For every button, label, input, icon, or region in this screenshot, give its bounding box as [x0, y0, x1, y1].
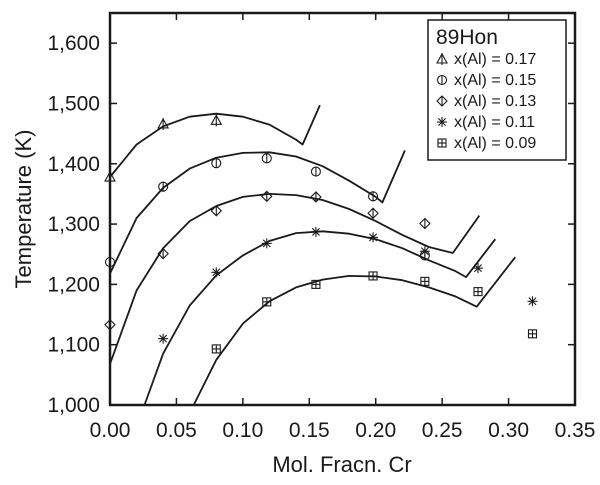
legend-marker — [436, 95, 448, 107]
y-tick-label: 1,200 — [47, 273, 100, 296]
data-point — [157, 117, 170, 130]
data-point — [368, 191, 379, 202]
x-tick-labels: 0.00 0.05 0.10 0.15 0.20 0.25 0.30 0.35 — [90, 419, 596, 442]
legend-box — [427, 19, 567, 161]
data-point — [157, 247, 169, 260]
legend-marker — [437, 117, 447, 127]
x-tick-label: 0.20 — [355, 419, 396, 442]
y-tick-label: 1,100 — [47, 334, 100, 357]
data-point — [158, 181, 169, 192]
legend-marker — [436, 74, 448, 86]
marker-stroke — [311, 227, 320, 236]
fit-curve — [109, 104, 321, 178]
marker-stroke — [212, 268, 221, 277]
marker-stroke — [474, 264, 483, 273]
data-point — [419, 217, 431, 230]
data-point — [260, 190, 273, 203]
data-point — [310, 166, 321, 177]
data-point — [527, 296, 538, 307]
data-point — [261, 153, 272, 164]
plot-frame — [108, 11, 577, 407]
legend-entry: x(Al) = 0.09 — [454, 135, 536, 152]
y-tick-label: 1,300 — [47, 213, 100, 236]
fit-curve — [143, 230, 497, 406]
legend-marker — [436, 52, 448, 65]
data-point — [310, 226, 321, 237]
y-tick-labels: 1,000 1,100 1,200 1,300 1,400 1,500 1,600 — [47, 32, 100, 417]
axis-ticks — [109, 13, 576, 406]
data-point — [473, 263, 484, 274]
y-tick-label: 1,600 — [47, 32, 100, 55]
data-point — [419, 246, 430, 257]
fit-curve — [109, 150, 406, 274]
legend-entry: x(Al) = 0.17 — [454, 51, 536, 68]
data-point — [473, 287, 483, 297]
fit-curve — [192, 256, 516, 406]
marker-stroke — [420, 247, 429, 256]
legend-entry: x(Al) = 0.11 — [454, 114, 535, 131]
y-tick-label: 1,400 — [47, 153, 100, 176]
data-point — [368, 271, 378, 281]
data-markers — [104, 114, 538, 354]
data-point — [158, 333, 169, 344]
data-point — [211, 267, 222, 278]
data-point — [104, 319, 116, 331]
x-tick-label: 0.35 — [555, 419, 596, 442]
x-tick-label: 0.10 — [222, 419, 263, 442]
marker-stroke — [262, 239, 271, 248]
data-point — [210, 205, 223, 217]
x-tick-label: 0.30 — [488, 419, 529, 442]
y-tick-label: 1,000 — [47, 394, 100, 417]
x-tick-label: 0.15 — [289, 419, 330, 442]
data-point — [104, 170, 116, 184]
legend: 89Hon x(Al) = 0.17 x(Al) = 0.15 x(Al) = 0.… — [427, 19, 567, 161]
marker-stroke — [528, 297, 537, 306]
data-point — [527, 329, 538, 339]
legend-marker — [437, 138, 447, 148]
x-tick-label: 0.25 — [422, 419, 463, 442]
data-point — [420, 276, 430, 286]
data-point — [211, 344, 221, 354]
data-point — [311, 279, 321, 289]
legend-entry: x(Al) = 0.15 — [454, 72, 536, 89]
y-axis-label: Temperature (K) — [11, 130, 36, 289]
fit-curve — [109, 192, 481, 365]
legend-entry: x(Al) = 0.13 — [454, 93, 536, 110]
data-point — [210, 114, 223, 127]
marker-stroke — [438, 118, 446, 126]
data-point — [367, 207, 379, 219]
data-point — [211, 158, 222, 169]
data-point — [368, 232, 379, 243]
x-tick-label: 0.00 — [90, 419, 131, 442]
marker-stroke — [159, 334, 168, 343]
x-axis-label: Mol. Fracn. Cr — [272, 452, 411, 477]
data-point — [104, 257, 116, 268]
marker-stroke — [369, 233, 378, 242]
legend-title: 89Hon — [436, 26, 498, 49]
data-point — [261, 238, 272, 249]
data-point — [310, 191, 322, 203]
data-point — [262, 297, 272, 307]
x-tick-label: 0.05 — [156, 419, 197, 442]
y-tick-label: 1,500 — [47, 92, 100, 115]
